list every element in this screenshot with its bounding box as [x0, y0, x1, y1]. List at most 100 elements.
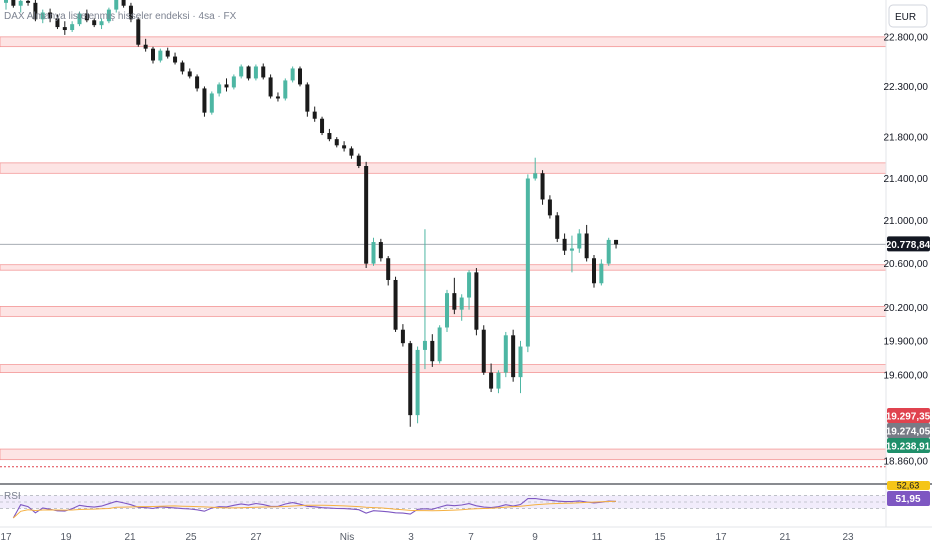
zone-0 — [0, 36, 887, 48]
candle-body — [312, 111, 317, 119]
candle-74 — [547, 195, 552, 219]
candle-52 — [386, 256, 391, 286]
rsi-pane[interactable]: RSI 52,63 51,95 — [0, 481, 930, 519]
candle-62 — [459, 294, 464, 321]
zone-3 — [0, 306, 887, 317]
candle-body — [18, 0, 23, 6]
zone-4 — [0, 364, 887, 373]
price-tick: 21.800,00 — [884, 133, 929, 144]
candle-body — [599, 263, 604, 284]
candle-42 — [312, 106, 317, 122]
candle-25 — [187, 68, 192, 79]
candles — [4, 0, 619, 427]
time-tick: 21 — [779, 532, 791, 543]
time-tick: 23 — [842, 532, 854, 543]
time-tick: 15 — [654, 532, 666, 543]
candle-body — [422, 340, 427, 350]
candle-body — [224, 84, 229, 88]
candle-body — [202, 88, 207, 113]
candle-15 — [114, 0, 119, 13]
candle-75 — [555, 212, 560, 243]
candle-body — [151, 48, 155, 61]
zone-1 — [0, 162, 887, 174]
candle-body — [503, 335, 508, 373]
currency-button[interactable]: EUR — [895, 12, 916, 23]
rsi-value-badge: 51,95 — [895, 494, 920, 505]
candle-body — [33, 2, 38, 20]
candle-3 — [26, 0, 31, 6]
candle-73 — [540, 170, 545, 205]
candle-36 — [268, 74, 273, 99]
price-tick: 20.200,00 — [884, 303, 929, 314]
candle-body — [11, 0, 16, 6]
time-tick: Nis — [340, 532, 354, 543]
price-badge-0-bg — [887, 408, 930, 423]
rsi-band — [0, 495, 886, 509]
time-tick: 3 — [408, 532, 414, 543]
price-tick: 19.900,00 — [884, 336, 929, 347]
candle-54 — [400, 324, 405, 347]
candle-body — [4, 0, 8, 3]
candle-body — [489, 372, 494, 389]
price-tick: 18.860,00 — [884, 456, 929, 467]
candle-body — [334, 139, 339, 146]
candle-body — [48, 12, 53, 19]
candle-body — [555, 215, 560, 239]
candle-body — [606, 239, 611, 264]
candle-body — [349, 148, 354, 156]
time-tick: 21 — [124, 532, 136, 543]
price-tick: 20.600,00 — [884, 259, 929, 270]
candle-82 — [606, 237, 611, 266]
price-axis[interactable]: 22.800,00 22.300,00 21.800,00 21.400,00 21.0… — [884, 32, 929, 467]
candle-body — [342, 145, 347, 149]
candle-body — [525, 178, 530, 347]
candle-body — [452, 293, 457, 310]
candle-body — [253, 66, 258, 79]
candle-72 — [533, 157, 538, 181]
candle-body — [84, 13, 89, 21]
candle-70 — [518, 340, 523, 394]
candle-46 — [342, 141, 347, 152]
candle-27 — [202, 86, 207, 117]
candle-63 — [467, 270, 472, 310]
candle-21 — [158, 48, 163, 63]
candle-body — [261, 66, 266, 78]
candle-2 — [18, 0, 23, 13]
candle-body — [275, 96, 280, 99]
time-tick: 17 — [715, 532, 727, 543]
candle-body — [518, 346, 523, 378]
candle-body — [136, 19, 141, 45]
candle-66 — [489, 363, 494, 393]
candle-body — [415, 349, 420, 416]
candle-body — [540, 173, 545, 200]
candle-body — [305, 84, 310, 112]
candle-body — [614, 239, 619, 245]
candle-9 — [70, 21, 75, 32]
candle-body — [290, 68, 295, 81]
candle-body — [26, 0, 31, 3]
currency-button-bg[interactable] — [888, 4, 928, 28]
candle-40 — [298, 66, 302, 87]
candle-61 — [452, 277, 457, 315]
candle-body — [40, 12, 45, 20]
candle-23 — [173, 52, 178, 65]
time-axis[interactable]: 17 19 21 25 27 Nis 3 7 9 11 15 17 21 23 — [0, 526, 932, 543]
candle-22 — [165, 47, 170, 59]
candle-47 — [349, 146, 354, 159]
candle-29 — [217, 82, 222, 97]
time-tick: 19 — [60, 532, 72, 543]
candle-body — [128, 5, 133, 20]
candle-6 — [48, 8, 53, 23]
candle-body — [364, 166, 369, 264]
candle-body — [209, 93, 214, 113]
current-price-badge: 20.778,84 — [886, 240, 931, 251]
time-tick: 17 — [0, 532, 12, 543]
candle-80 — [592, 254, 596, 288]
candle-body — [562, 238, 567, 251]
candle-45 — [334, 137, 339, 148]
candle-body — [393, 279, 398, 330]
candle-13 — [99, 18, 104, 30]
candle-body — [577, 233, 582, 249]
